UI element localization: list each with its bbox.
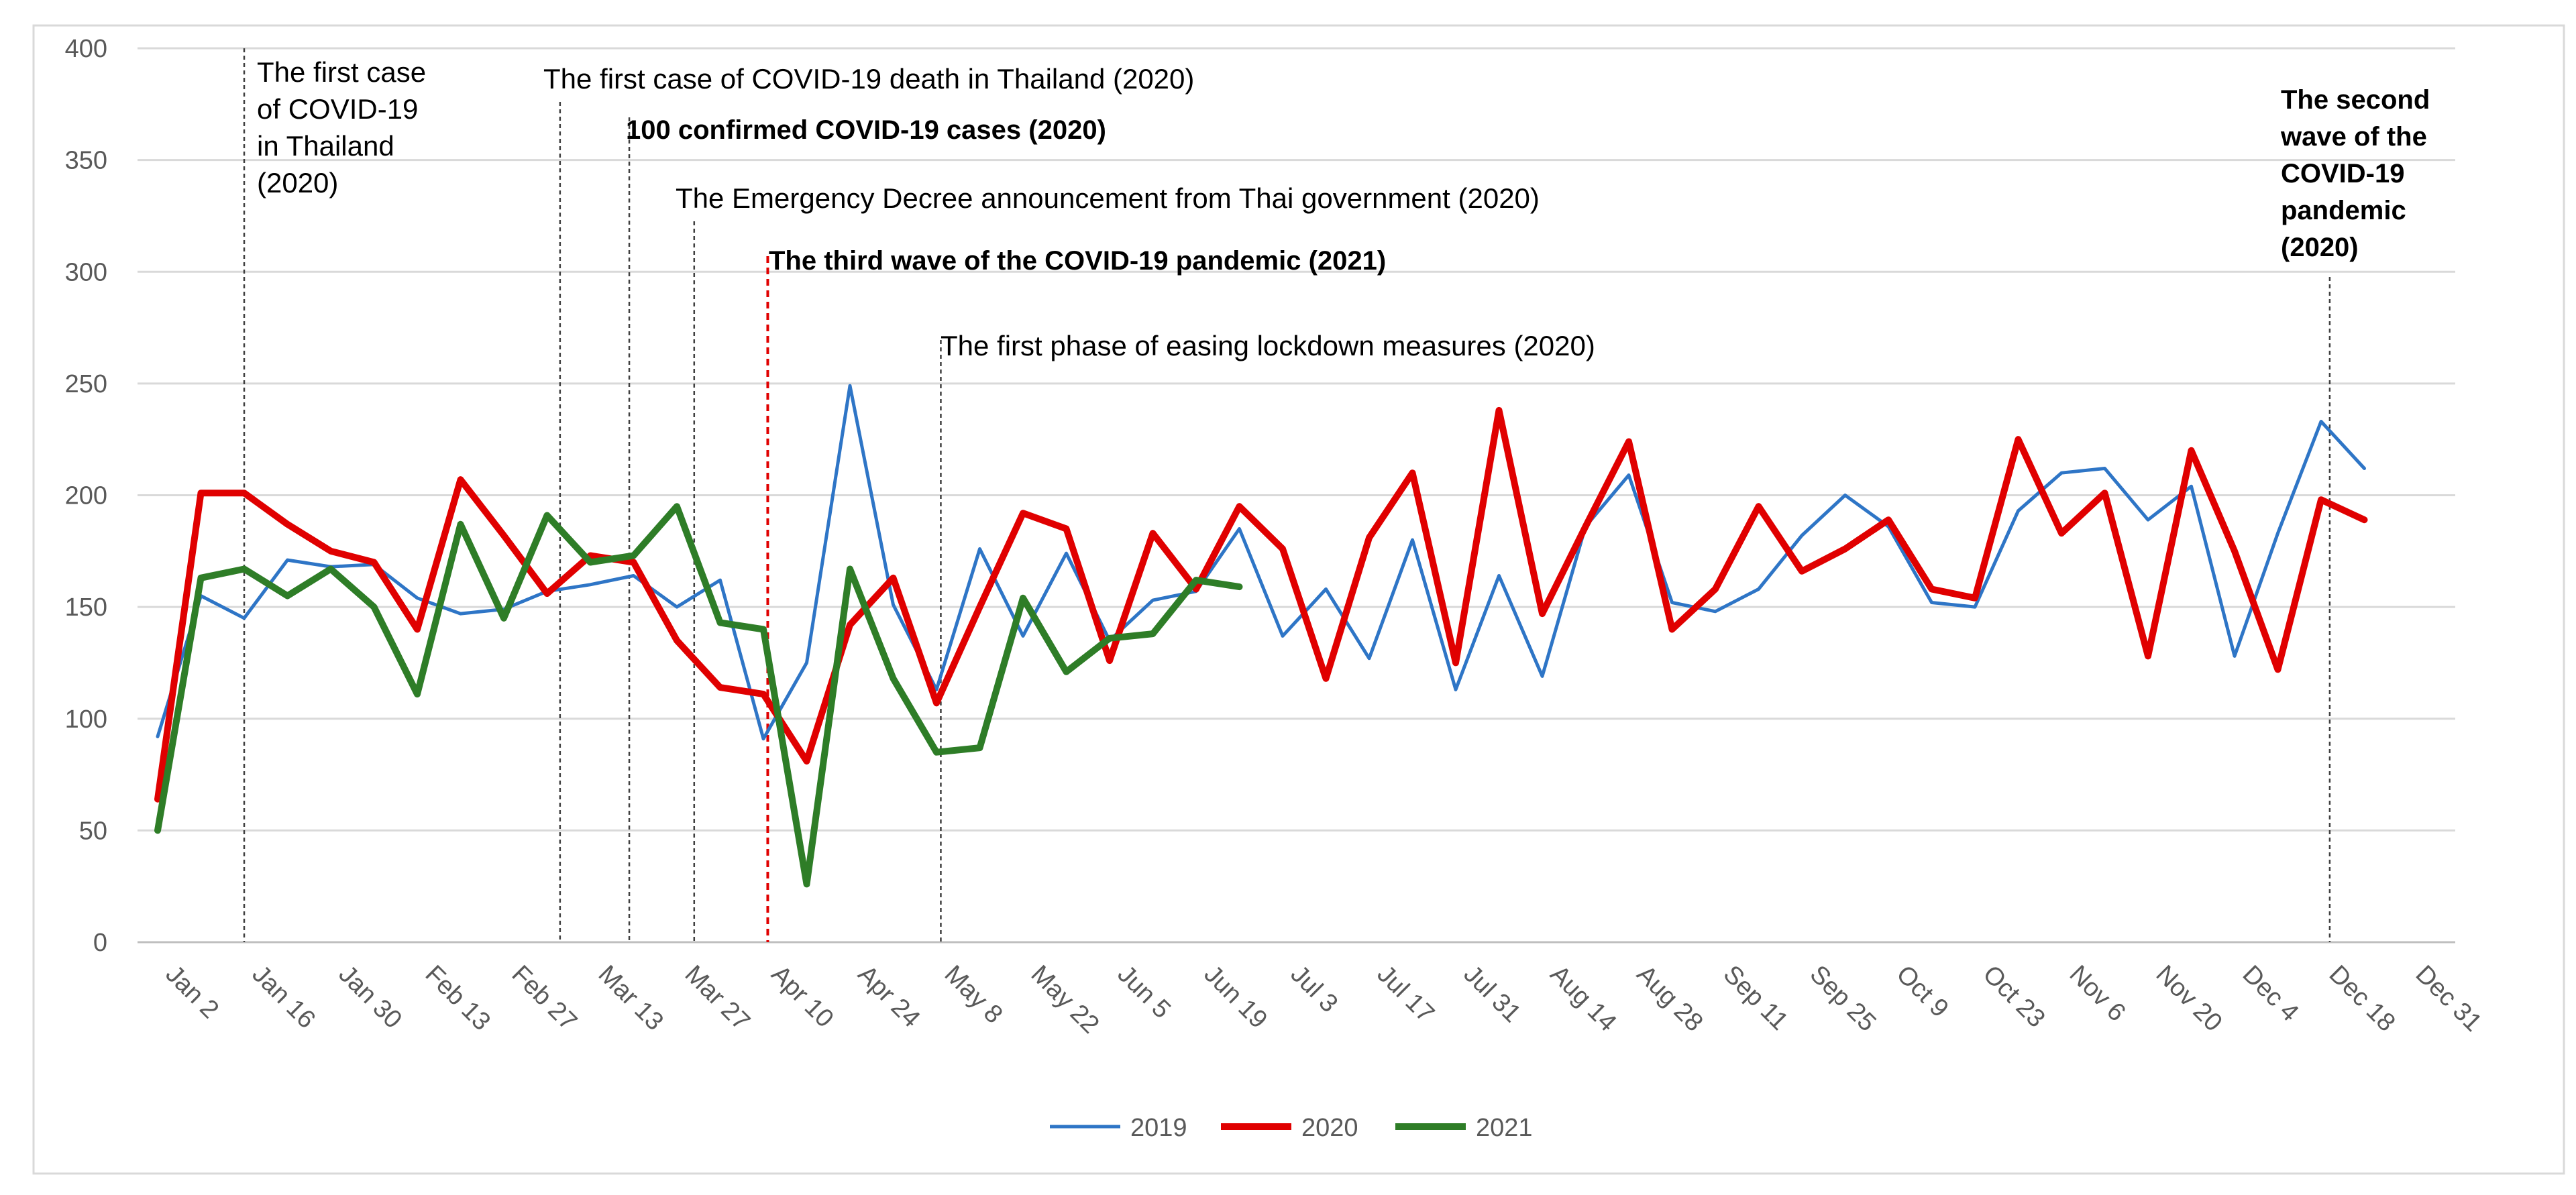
annotation-label-line: The second [2281, 85, 2430, 115]
y-tick-label: 0 [93, 929, 107, 957]
annotation-label-line: in Thailand [257, 130, 394, 162]
y-tick-label: 100 [65, 705, 107, 734]
annotation-label-line: COVID-19 [2281, 159, 2405, 188]
y-tick-label: 50 [79, 817, 107, 845]
annotation-label-line: The first phase of easing lockdown measu… [941, 330, 1595, 361]
series-line-2019 [156, 384, 2366, 741]
annotation-label-line: The third wave of the COVID-19 pandemic … [769, 246, 1386, 276]
series-line-2021 [154, 503, 1243, 888]
annotation-label-line: The first case of COVID-19 death in Thai… [543, 63, 1194, 95]
y-tick-label: 350 [65, 147, 107, 175]
annotation-label: 100 confirmed COVID-19 cases (2020) [626, 115, 1106, 145]
annotation-label-line: The Emergency Decree announcement from T… [676, 182, 1540, 214]
annotation-label: The Emergency Decree announcement from T… [676, 182, 1540, 214]
gridlines [138, 47, 2455, 944]
y-tick-label: 400 [65, 35, 107, 63]
y-tick-label: 300 [65, 258, 107, 286]
legend-label-2020: 2020 [1301, 1114, 1358, 1142]
annotation-label-line: (2020) [257, 167, 338, 198]
annotation-label: The first case of COVID-19 death in Thai… [543, 63, 1194, 95]
series [154, 384, 2368, 888]
annotation-label-line: wave of the [2280, 122, 2427, 152]
y-tick-label: 150 [65, 593, 107, 622]
annotation-label: The first phase of easing lockdown measu… [941, 330, 1595, 361]
y-tick-label: 200 [65, 482, 107, 510]
annotation-label-line: (2020) [2281, 233, 2359, 262]
legend-label-2019: 2019 [1130, 1114, 1187, 1142]
annotation-lines [243, 48, 2331, 942]
annotation-label-line: of COVID-19 [257, 93, 418, 125]
annotation-label-line: 100 confirmed COVID-19 cases (2020) [626, 115, 1106, 145]
annotation-label: The second wave of the COVID-19 pandemic (20… [2280, 85, 2430, 262]
legend: 2019 2020 2021 [1050, 1114, 1533, 1142]
y-tick-label: 250 [65, 370, 107, 398]
annotation-label-line: pandemic [2281, 196, 2406, 225]
annotation-label: The third wave of the COVID-19 pandemic … [769, 246, 1386, 276]
legend-label-2021: 2021 [1476, 1114, 1533, 1142]
annotation-label-line: The first case [257, 56, 426, 88]
annotation-label: The first case of COVID-19 in Thailand (202… [257, 56, 426, 198]
annotation-labels: The first case of COVID-19 in Thailand (202… [257, 56, 2430, 361]
